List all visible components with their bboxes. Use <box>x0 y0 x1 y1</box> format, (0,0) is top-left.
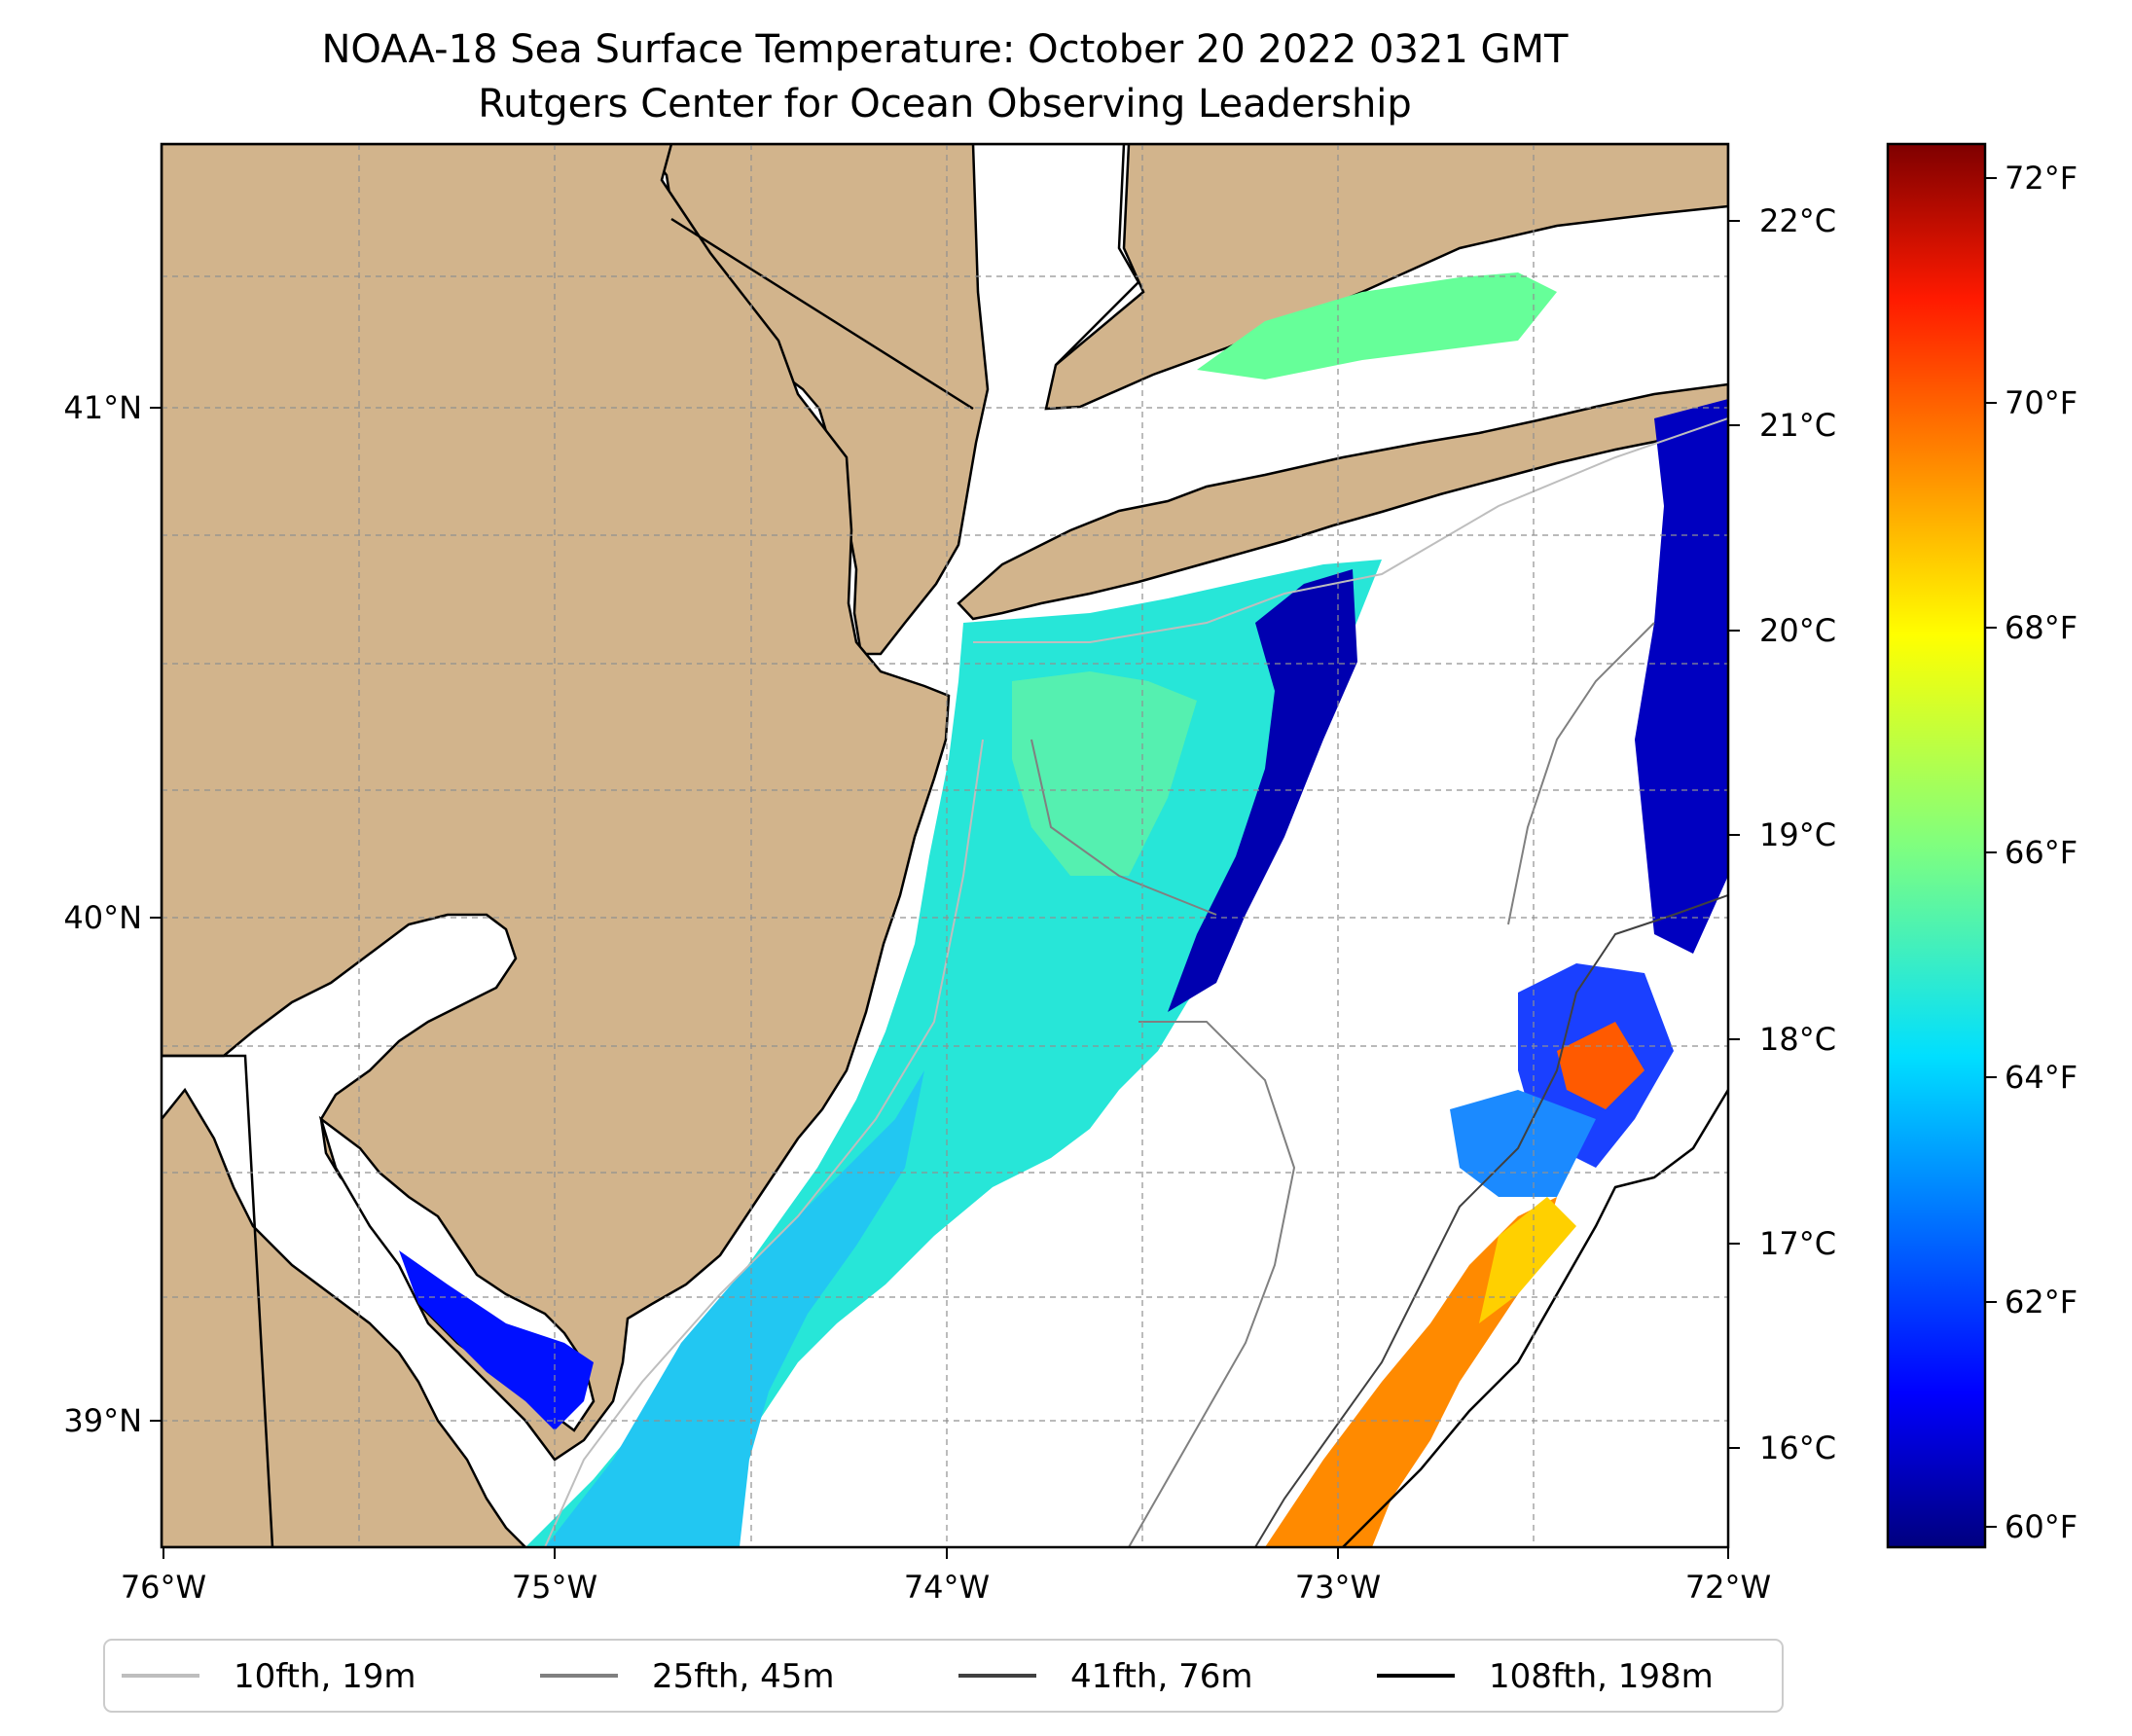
legend-label-108fth: 108fth, 198m <box>1489 1657 1714 1696</box>
gridlines <box>162 144 1728 1547</box>
colorbar-tick-68f: 68°F <box>2005 609 2078 646</box>
celsius-tick-18: 18°C <box>1759 1021 1836 1058</box>
colorbar-tick-62f: 62°F <box>2005 1284 2078 1320</box>
title-line-1: NOAA-18 Sea Surface Temperature: October… <box>322 27 1570 72</box>
legend: 10fth, 19m 25fth, 45m 41fth, 76m 108fth,… <box>103 1639 1784 1713</box>
celsius-tick-marks <box>1728 220 1740 1449</box>
colorbar-tick-70f: 70°F <box>2005 384 2078 421</box>
celsius-tick-19: 19°C <box>1759 816 1836 853</box>
title-line-2: Rutgers Center for Ocean Observing Leade… <box>478 82 1412 127</box>
state-borders <box>162 144 1140 1547</box>
celsius-tick-20: 20°C <box>1759 612 1836 649</box>
lat-tick-41n: 41°N <box>63 389 142 426</box>
map-panel: 76°W 75°W 74°W 73°W 72°W 41°N 40°N 39°N <box>63 142 1836 1606</box>
isobaths <box>544 417 1728 1547</box>
lon-tick-76w: 76°W <box>121 1569 206 1606</box>
celsius-tick-21: 21°C <box>1759 407 1836 444</box>
colorbar-tick-marks <box>1985 177 1997 1528</box>
legend-label-25fth: 25fth, 45m <box>652 1657 835 1696</box>
colorbar-tick-72f: 72°F <box>2005 160 2078 197</box>
land-delmarva <box>162 1087 527 1547</box>
celsius-tick-16: 16°C <box>1759 1429 1836 1466</box>
lat-tick-40n: 40°N <box>63 899 142 936</box>
celsius-tick-22: 22°C <box>1759 202 1836 239</box>
lat-tick-marks <box>150 407 162 1422</box>
lon-tick-marks <box>163 1547 1729 1559</box>
colorbar-tick-66f: 66°F <box>2005 834 2078 871</box>
colorbar: 72°F 70°F 68°F 66°F 64°F 62°F 60°F <box>1886 142 2078 1549</box>
colorbar-tick-60f: 60°F <box>2005 1508 2078 1545</box>
lat-tick-39n: 39°N <box>63 1402 142 1439</box>
legend-box <box>103 1639 1784 1713</box>
celsius-tick-17: 17°C <box>1759 1225 1836 1262</box>
legend-label-41fth: 41fth, 76m <box>1070 1657 1253 1696</box>
lon-tick-73w: 73°W <box>1295 1569 1381 1606</box>
lon-tick-75w: 75°W <box>512 1569 597 1606</box>
legend-label-10fth: 10fth, 19m <box>234 1657 416 1696</box>
map-frame <box>160 142 1730 1549</box>
lon-tick-74w: 74°W <box>904 1569 990 1606</box>
colorbar-gradient <box>1886 142 1987 1549</box>
colorbar-tick-64f: 64°F <box>2005 1059 2078 1096</box>
sst-data <box>399 272 1728 1547</box>
lon-tick-72w: 72°W <box>1685 1569 1771 1606</box>
